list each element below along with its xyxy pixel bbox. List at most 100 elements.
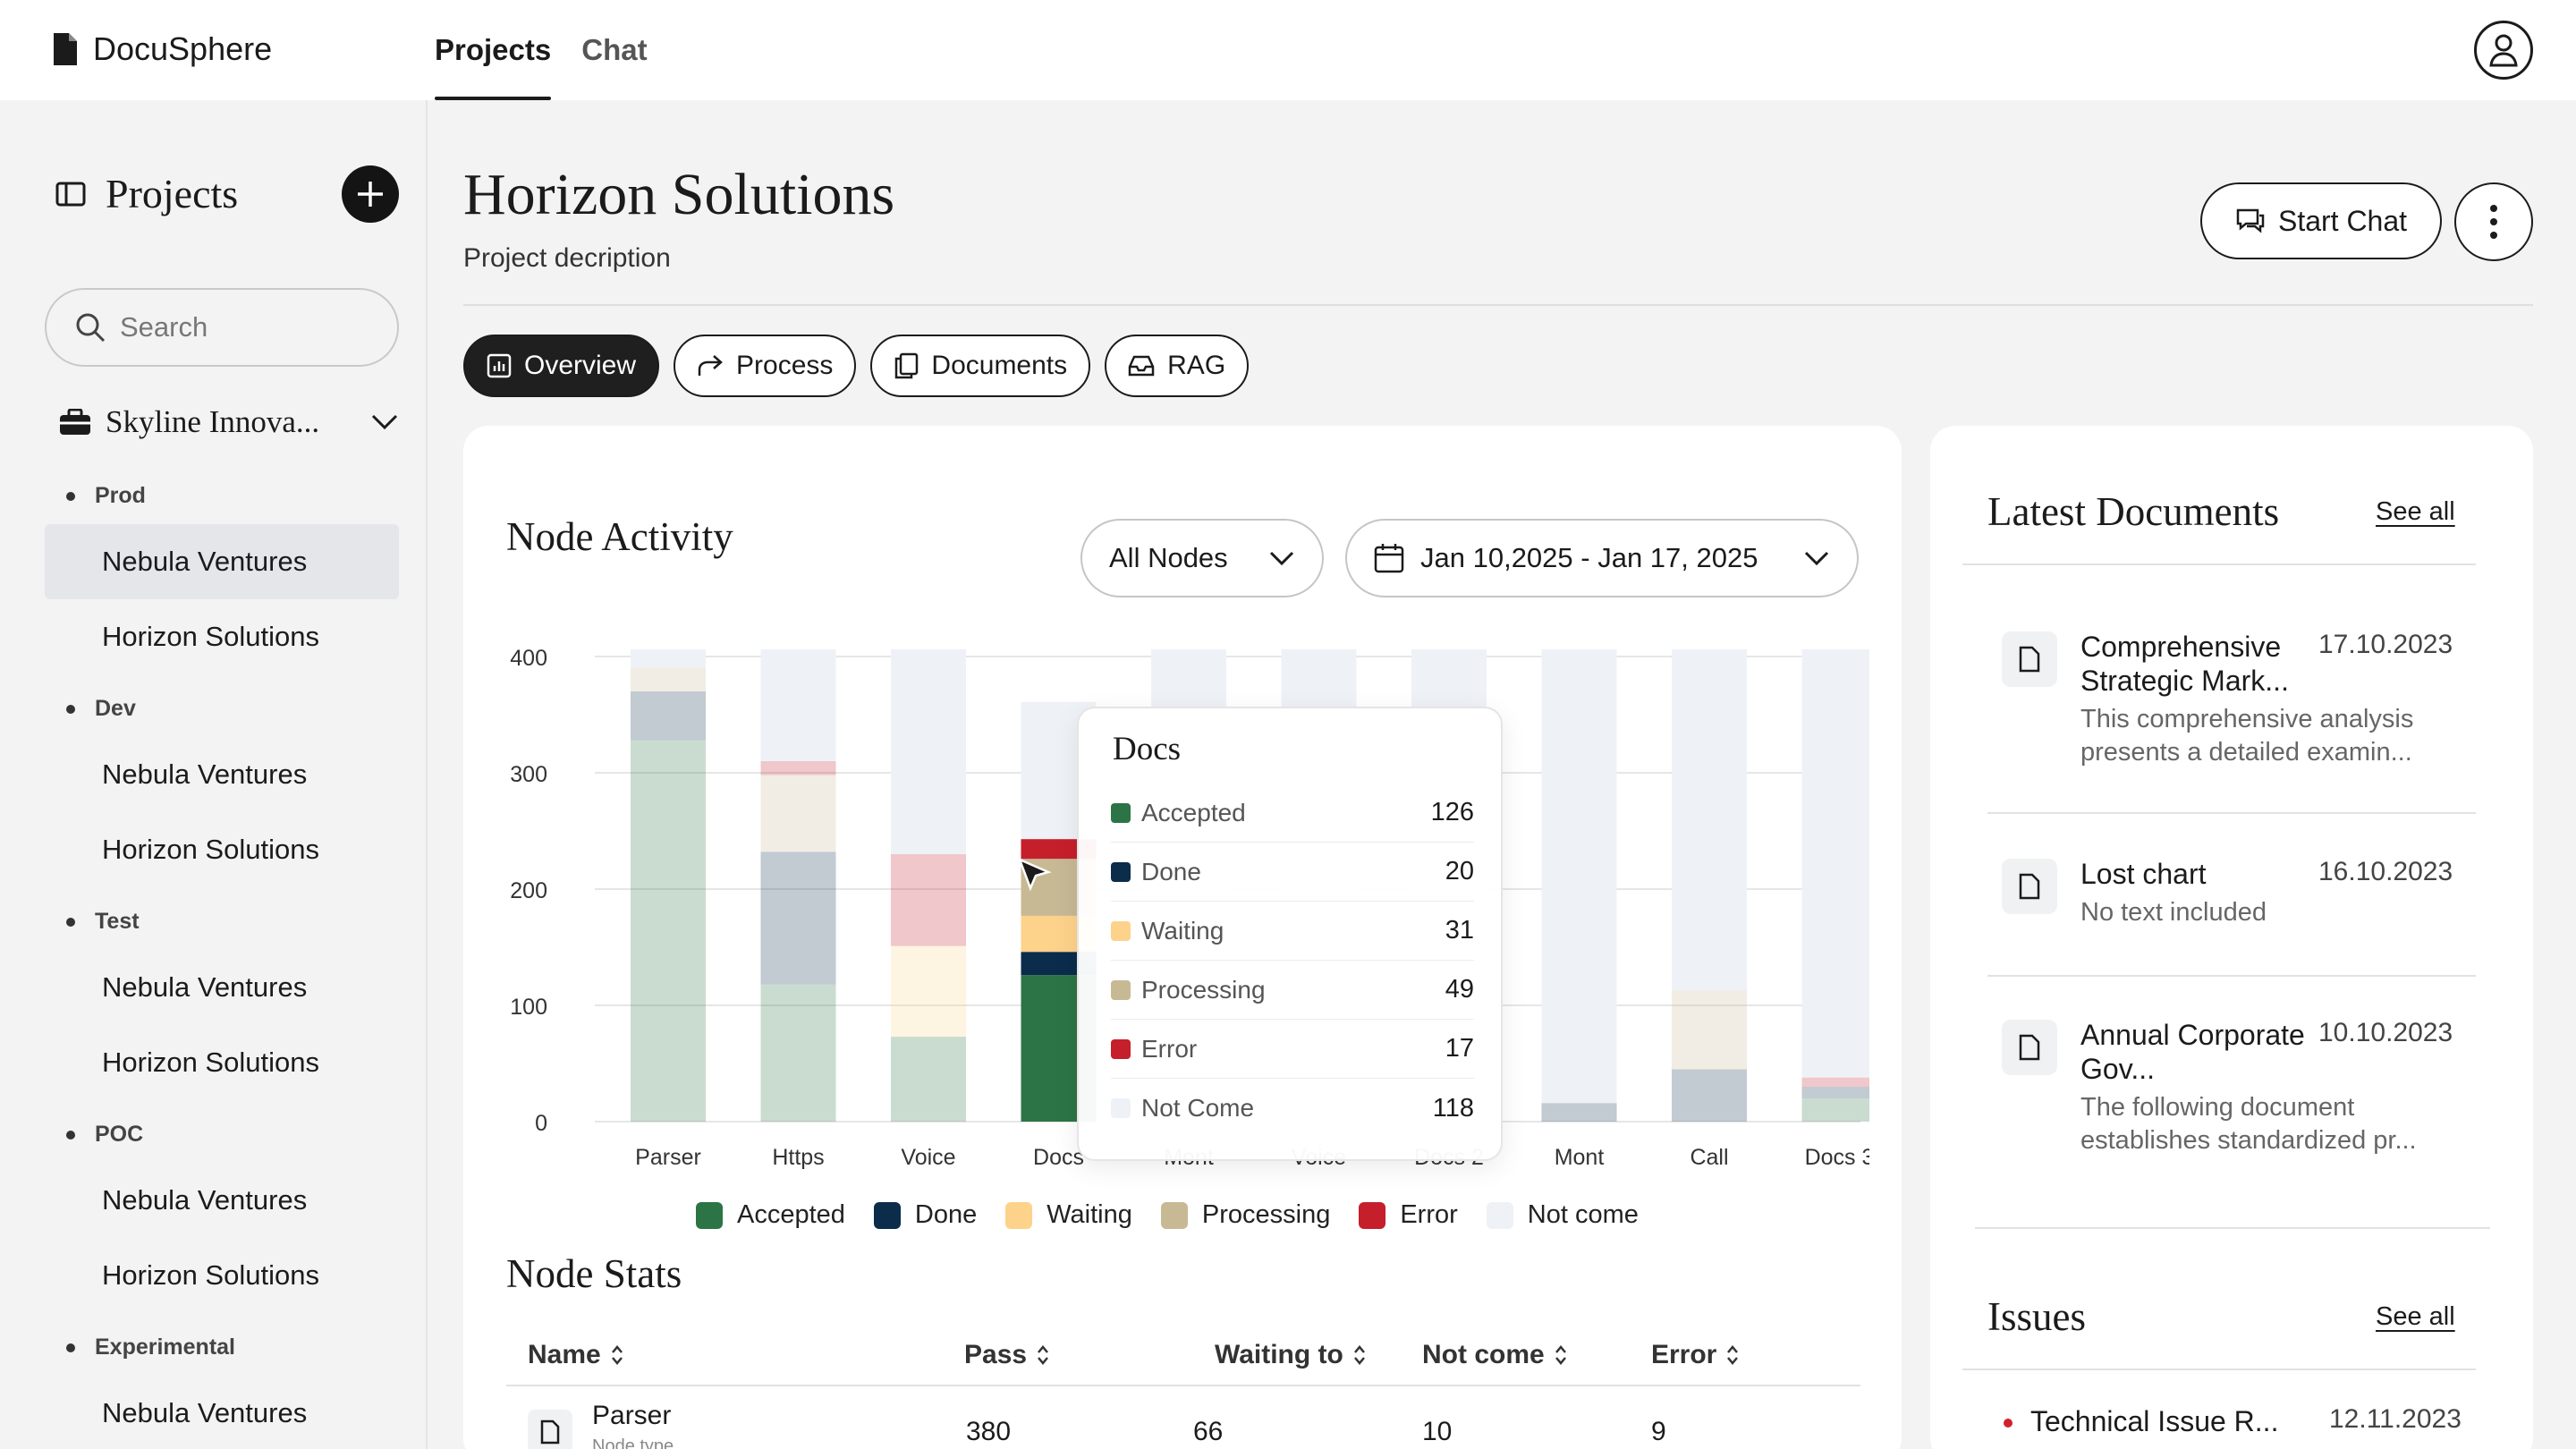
bar-segment[interactable] <box>1672 649 1747 991</box>
search-icon <box>76 313 106 343</box>
column-header-name[interactable]: Name <box>528 1340 624 1370</box>
bar-segment[interactable] <box>891 854 966 946</box>
sidebar-item-nebula-ventures[interactable]: Nebula Ventures <box>45 524 399 599</box>
row-subtitle: Node type <box>592 1436 674 1449</box>
tooltip-label: Waiting <box>1141 916 1224 945</box>
bullet <box>66 1130 75 1140</box>
column-label: Name <box>528 1340 601 1369</box>
bar-segment[interactable] <box>1801 1087 1870 1098</box>
issues-see-all-link[interactable]: See all <box>2376 1302 2455 1331</box>
bar-segment[interactable] <box>891 649 966 854</box>
bullet <box>66 917 75 927</box>
doc-title[interactable]: Annual Corporate Gov... <box>2080 1019 2305 1085</box>
bar-segment[interactable] <box>891 1037 966 1122</box>
bar-segment[interactable] <box>1672 990 1747 1070</box>
node-activity-title: Node Activity <box>506 514 733 559</box>
add-project-button[interactable] <box>342 165 399 223</box>
chart-tooltip: Docs Accepted 126 Done 20 Waiting 31 Proces… <box>1077 707 1503 1161</box>
column-header-waiting[interactable]: Waiting to <box>1215 1340 1367 1370</box>
bar-segment[interactable] <box>760 852 836 985</box>
group-poc[interactable]: POC <box>66 1122 143 1148</box>
sort-icon <box>1727 1345 1739 1365</box>
tooltip-row: Processing 49 <box>1111 961 1474 1020</box>
documents-see-all-link[interactable]: See all <box>2376 497 2455 526</box>
sidebar-item-nebula-ventures[interactable]: Nebula Ventures <box>102 971 308 1003</box>
bar-segment[interactable] <box>1541 649 1617 1104</box>
workspace-name: Skyline Innova... <box>106 404 320 439</box>
tooltip-swatch <box>1111 1098 1131 1118</box>
bar-segment[interactable] <box>760 984 836 1122</box>
bar-segment[interactable] <box>1801 1098 1870 1122</box>
date-range-dropdown[interactable]: Jan 10,2025 - Jan 17, 2025 <box>1345 519 1859 597</box>
doc-icon <box>2002 631 2057 687</box>
bar-segment[interactable] <box>631 740 706 1122</box>
app-logo[interactable]: DocuSphere <box>52 30 272 68</box>
tab-process[interactable]: Process <box>674 335 857 397</box>
column-header-pass[interactable]: Pass <box>964 1340 1050 1370</box>
group-test[interactable]: Test <box>66 909 140 935</box>
bar-segment[interactable] <box>891 945 966 1038</box>
more-options-button[interactable] <box>2454 182 2533 261</box>
search-input[interactable]: Search <box>45 288 399 367</box>
tooltip-value: 126 <box>1430 798 1474 826</box>
divider <box>1987 975 2476 977</box>
bar-segment[interactable] <box>760 761 836 775</box>
sidebar-item-nebula-ventures[interactable]: Nebula Ventures <box>102 1184 308 1216</box>
x-tick-label: Parser <box>635 1145 701 1170</box>
bar-segment[interactable] <box>631 668 706 691</box>
issue-title[interactable]: Technical Issue R... <box>2030 1405 2279 1437</box>
bar-segment[interactable] <box>631 649 706 668</box>
node-filter-dropdown[interactable]: All Nodes <box>1080 519 1324 597</box>
bar-segment[interactable] <box>1541 1103 1617 1122</box>
bar-segment[interactable] <box>631 691 706 741</box>
date-range-value: Jan 10,2025 - Jan 17, 2025 <box>1420 542 1758 573</box>
x-tick-label: Mont <box>1555 1145 1605 1170</box>
bar-segment[interactable] <box>1801 649 1870 1078</box>
node-filter-value: All Nodes <box>1109 542 1228 573</box>
doc-title[interactable]: Lost chart <box>2080 858 2207 890</box>
sidebar-item-horizon-solutions[interactable]: Horizon Solutions <box>102 834 319 865</box>
sidebar-item-horizon-solutions[interactable]: Horizon Solutions <box>102 621 319 652</box>
user-menu-button[interactable] <box>2474 21 2533 80</box>
sidebar-item-nebula-ventures[interactable]: Nebula Ventures <box>102 1397 308 1428</box>
tooltip-swatch <box>1111 861 1131 882</box>
tooltip-value: 17 <box>1445 1034 1474 1063</box>
plus-icon <box>358 182 383 207</box>
tab-chat[interactable]: Chat <box>581 33 648 66</box>
bar-segment[interactable] <box>760 649 836 761</box>
project-tabs: Overview Process Documents RAG <box>463 335 1263 397</box>
sidebar-toggle-icon[interactable] <box>55 181 86 208</box>
sidebar-item-nebula-ventures[interactable]: Nebula Ventures <box>102 758 308 790</box>
tooltip-value: 31 <box>1445 916 1474 945</box>
start-chat-button[interactable]: Start Chat <box>2200 182 2442 259</box>
column-header-error[interactable]: Error <box>1651 1340 1740 1370</box>
tooltip-swatch <box>1111 1038 1131 1059</box>
x-tick-label: Call <box>1690 1145 1728 1170</box>
y-tick-label: 300 <box>510 762 547 787</box>
column-header-not-come[interactable]: Not come <box>1422 1340 1568 1370</box>
tooltip-label: Processing <box>1141 975 1266 1004</box>
tooltip-value: 20 <box>1445 857 1474 886</box>
x-tick-label: Docs 3 <box>1805 1145 1869 1170</box>
group-experimental[interactable]: Experimental <box>66 1335 235 1360</box>
group-prod[interactable]: Prod <box>66 483 146 509</box>
workspace-selector[interactable]: Skyline Innova... <box>59 404 399 440</box>
legend-swatch <box>1486 1201 1513 1229</box>
tab-rag[interactable]: RAG <box>1105 335 1250 397</box>
column-label: Pass <box>964 1340 1028 1369</box>
bar-segment[interactable] <box>760 775 836 852</box>
group-dev[interactable]: Dev <box>66 696 136 722</box>
row-name[interactable]: Parser <box>592 1401 672 1430</box>
legend-label: Error <box>1400 1200 1458 1229</box>
bar-segment[interactable] <box>1801 1077 1870 1087</box>
doc-title[interactable]: Comprehensive Strategic Mark... <box>2080 631 2289 697</box>
tab-overview[interactable]: Overview <box>463 335 660 397</box>
bar-segment[interactable] <box>1672 1069 1747 1123</box>
sidebar-item-horizon-solutions[interactable]: Horizon Solutions <box>102 1259 319 1291</box>
sidebar-item-horizon-solutions[interactable]: Horizon Solutions <box>102 1046 319 1078</box>
tooltip-label: Done <box>1141 857 1201 886</box>
legend-item: Processing <box>1160 1200 1330 1230</box>
group-label: POC <box>95 1122 144 1147</box>
tab-documents[interactable]: Documents <box>870 335 1091 397</box>
tab-projects[interactable]: Projects <box>435 0 552 100</box>
